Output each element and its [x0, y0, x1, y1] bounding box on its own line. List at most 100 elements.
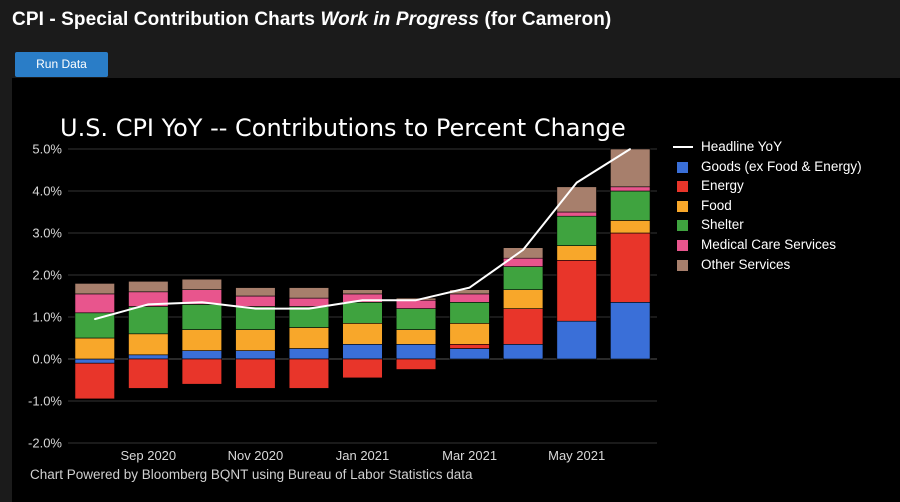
headline-yoy-point [93, 318, 96, 320]
legend-label: Medical Care Services [701, 236, 837, 252]
bar-segment-food [235, 329, 276, 351]
bar-segment-food [181, 329, 222, 351]
chart-canvas: 5.0% 4.0% 3.0% 2.0% 1.0% 0.0% -1.0% -2.0% Sep 20… [28, 142, 657, 463]
legend-line-swatch [673, 146, 693, 148]
bar-segment-other-services [503, 247, 544, 259]
bar-segment-energy [235, 358, 276, 389]
y-tick-label: 5.0% [32, 142, 62, 157]
legend-label: Goods (ex Food & Energy) [701, 158, 862, 174]
headline-yoy-point [522, 249, 524, 251]
y-tick-label: 0.0% [32, 352, 62, 367]
x-tick-label: May 2021 [548, 448, 605, 463]
x-tick-label: Nov 2020 [228, 448, 284, 463]
bar-segment-food [610, 220, 651, 234]
chart-footnote: Chart Powered by Bloomberg BQNT using Bu… [30, 467, 473, 482]
legend-color-swatch [677, 161, 688, 173]
bar-segment-food [288, 327, 330, 349]
legend-label: Shelter [701, 217, 744, 233]
bar-segment-medical-care-services [288, 297, 330, 307]
bar-segment-food [395, 329, 437, 345]
headline-yoy-point [201, 301, 203, 304]
y-tick-label: -2.0% [28, 436, 62, 451]
headline-yoy-point [575, 181, 578, 184]
legend-label: Energy [701, 178, 744, 194]
y-tick-label: 2.0% [32, 268, 62, 283]
bar-segment-food [128, 333, 169, 356]
bar-segment-goods-ex-food-energy [181, 350, 222, 360]
bar-segment-medical-care-services [74, 293, 115, 314]
legend-color-swatch [677, 200, 688, 212]
bar-segment-food [503, 289, 544, 309]
bar-segment-medical-care-services [235, 295, 276, 307]
bar-segment-other-services [610, 148, 651, 188]
bar-segment-goods-ex-food-energy [610, 302, 651, 360]
bar-segment-energy [74, 362, 115, 400]
legend-color-swatch [677, 181, 688, 193]
headline-yoy-point [629, 148, 632, 150]
legend-label: Headline YoY [701, 139, 783, 154]
bar-segment-shelter [235, 306, 276, 330]
bar-segment-goods-ex-food-energy [395, 343, 437, 360]
headline-yoy-point [254, 307, 257, 310]
legend-color-swatch [677, 259, 688, 271]
bar-segment-other-services [74, 283, 115, 295]
bar-segment-goods-ex-food-energy [556, 320, 597, 360]
page-title: CPI - Special Contribution Charts Work i… [12, 9, 612, 30]
headline-yoy-point [308, 307, 310, 310]
headline-yoy-point [415, 299, 417, 301]
legend-color-swatch [677, 239, 688, 251]
bar-segment-goods-ex-food-energy [235, 350, 276, 360]
bar-segment-shelter [503, 266, 544, 291]
bar-segment-shelter [128, 306, 169, 335]
bar-segment-energy [342, 358, 383, 379]
bar-segment-medical-care-services [395, 299, 437, 309]
bar-segment-energy [395, 358, 437, 370]
bar-segment-medical-care-services [449, 293, 490, 303]
bar-segment-other-services [556, 186, 597, 213]
bar-segment-goods-ex-food-energy [342, 343, 383, 360]
run-data-button[interactable]: Run Data [15, 52, 108, 77]
x-tick-label: Jan 2021 [336, 448, 390, 463]
bar-segment-energy [610, 232, 651, 303]
bar-segment-goods-ex-food-energy [288, 348, 330, 360]
bar-segment-shelter [610, 190, 651, 221]
bar-segment-energy [128, 358, 169, 389]
bar-segment-goods-ex-food-energy [128, 354, 169, 360]
legend-label: Other Services [701, 256, 791, 272]
bar-segment-energy [181, 358, 222, 385]
bar-segment-other-services [128, 281, 169, 293]
y-tick-label: 3.0% [32, 226, 62, 241]
bar-segment-shelter [342, 302, 383, 324]
chart-title: U.S. CPI YoY -- Contributions to Percent… [60, 114, 626, 142]
x-tick-label: Mar 2021 [442, 448, 497, 463]
bar-segment-goods-ex-food-energy [74, 358, 115, 364]
bar-segment-other-services [288, 287, 330, 299]
bar-segment-food [74, 337, 115, 360]
x-tick-label: Sep 2020 [120, 448, 176, 463]
headline-yoy-point [468, 286, 471, 289]
bar-segment-shelter [556, 215, 597, 246]
headline-yoy-point [361, 299, 364, 301]
headline-yoy-point [147, 303, 150, 306]
bar-segment-energy [556, 260, 597, 322]
bar-segment-energy [288, 358, 330, 389]
bar-segment-shelter [395, 308, 437, 330]
bar-segment-shelter [181, 304, 222, 330]
bar-segment-goods-ex-food-energy [503, 343, 544, 360]
bar-segment-energy [503, 308, 544, 345]
bar-segment-shelter [449, 302, 490, 324]
bar-segment-medical-care-services [610, 186, 651, 192]
bar-segment-food [556, 245, 597, 261]
bar-segment-food [449, 323, 490, 345]
y-tick-label: -1.0% [28, 394, 62, 409]
legend-color-swatch [677, 220, 688, 232]
bar-segment-food [342, 323, 383, 345]
bar-segment-other-services [235, 287, 276, 297]
bar-segment-shelter [288, 306, 330, 328]
bar-segment-other-services [342, 289, 383, 295]
y-tick-label: 1.0% [32, 310, 62, 325]
bar-segment-shelter [74, 312, 115, 339]
bar-segment-medical-care-services [556, 211, 597, 217]
bar-segment-other-services [181, 278, 222, 290]
bar-segment-energy [449, 343, 490, 349]
